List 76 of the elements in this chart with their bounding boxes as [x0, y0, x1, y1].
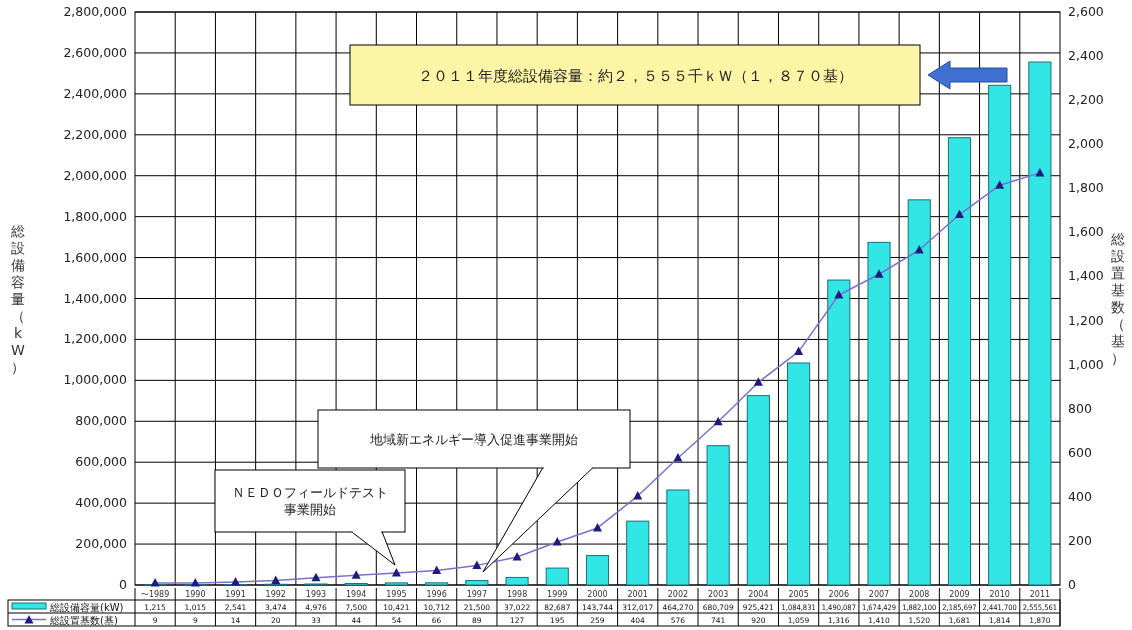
y-tick-label: 1,200,000 [63, 331, 128, 347]
x-tick-label: 2001 [627, 590, 648, 599]
text: 総設備容量（kW） [11, 222, 25, 375]
y2-tick-label: 2,000 [1068, 136, 1104, 152]
bar [626, 520, 650, 586]
x-tick-label: 〜1989 [140, 590, 170, 599]
bar [746, 395, 770, 586]
x-tick-label: 1996 [426, 590, 447, 599]
x-tick-label: 1990 [185, 590, 206, 599]
y-tick-label: 1,800,000 [63, 208, 128, 224]
y-tick-label: 2,400,000 [63, 85, 128, 101]
y2-tick-label: 1,600 [1068, 224, 1104, 240]
legend-label: 総設備容量(kW) [49, 601, 124, 613]
y-tick-label: 2,200,000 [63, 126, 128, 142]
x-tick-label: 1995 [386, 590, 407, 599]
bar [465, 580, 489, 586]
y2-tick-label: 1,400 [1068, 268, 1104, 284]
x-tick-label: 2004 [748, 590, 769, 599]
y-tick-label: 1,400,000 [63, 290, 128, 306]
y-tick-label: 1,000,000 [63, 372, 128, 388]
y2-tick-label: 800 [1068, 400, 1092, 416]
x-tick-label: 1993 [305, 590, 327, 599]
bar [827, 279, 851, 586]
x-tick-label: 2006 [828, 590, 849, 599]
y-tick-label: 400,000 [75, 495, 128, 511]
y-tick-label: 600,000 [75, 454, 128, 470]
y2-tick-label: 2,200 [1068, 92, 1104, 108]
x-tick-label: 2011 [1029, 590, 1051, 599]
x-tick-label: 1992 [265, 590, 286, 599]
x-tick-label: 1999 [547, 590, 568, 599]
x-tick-label: 2003 [707, 590, 729, 599]
y-tick-label: 800,000 [75, 413, 128, 429]
bar [505, 576, 529, 586]
y2-tick-label: 200 [1068, 532, 1092, 548]
bar [947, 137, 972, 586]
y2-axis-title: 総設置基数（基） [1110, 231, 1125, 366]
bar [988, 84, 1012, 586]
y-tick-label: 0 [119, 577, 128, 592]
x-tick-label: 1998 [506, 590, 528, 599]
y2-tick-label: 0 [1068, 577, 1076, 592]
bar [585, 555, 610, 586]
bar [787, 362, 811, 586]
bar [545, 567, 569, 586]
y-tick-label: 2,800,000 [63, 4, 128, 19]
x-tick-label: 1991 [225, 590, 246, 599]
y2-tick-label: 400 [1068, 488, 1092, 504]
x-tick-label: 2010 [989, 590, 1010, 599]
y2-tick-label: 1,000 [1068, 356, 1104, 372]
bar [384, 582, 408, 586]
annotation: ＮＥＤＯフィールドテスト事業開始 [232, 485, 388, 518]
x-tick-label: 2002 [667, 590, 689, 599]
x-tick-label: 1997 [466, 590, 488, 599]
y2-tick-label: 1,800 [1068, 180, 1104, 196]
x-tick-label: 2008 [909, 590, 930, 599]
y-tick-label: 2,000,000 [63, 167, 128, 183]
bar [666, 489, 690, 586]
annotation: 地域新エネルギー導入促進事業開始 [369, 431, 578, 447]
x-tick-label: 2005 [788, 590, 809, 599]
y2-tick-label: 2,400 [1068, 48, 1104, 64]
x-tick-label: 2000 [587, 590, 608, 599]
x-tick-label: 2009 [949, 590, 970, 599]
bar [706, 445, 730, 586]
bar [907, 199, 931, 586]
x-tick-label: 2007 [868, 590, 890, 599]
y2-tick-label: 2,600 [1068, 4, 1104, 19]
bar [1028, 61, 1052, 586]
bar [867, 241, 891, 586]
bar [425, 582, 449, 586]
y2-tick-label: 1,200 [1068, 312, 1104, 328]
annotation: ２０１１年度総設備容量：約２，５５５千ｋＷ（１，８７０基） [417, 66, 853, 85]
legend-label: 総設置基数(基) [49, 614, 118, 626]
y2-tick-label: 600 [1068, 444, 1092, 460]
y-tick-label: 2,600,000 [63, 44, 128, 60]
y-tick-label: 200,000 [75, 536, 128, 552]
y-tick-label: 1,600,000 [63, 249, 128, 265]
x-tick-label: 1994 [346, 590, 367, 599]
